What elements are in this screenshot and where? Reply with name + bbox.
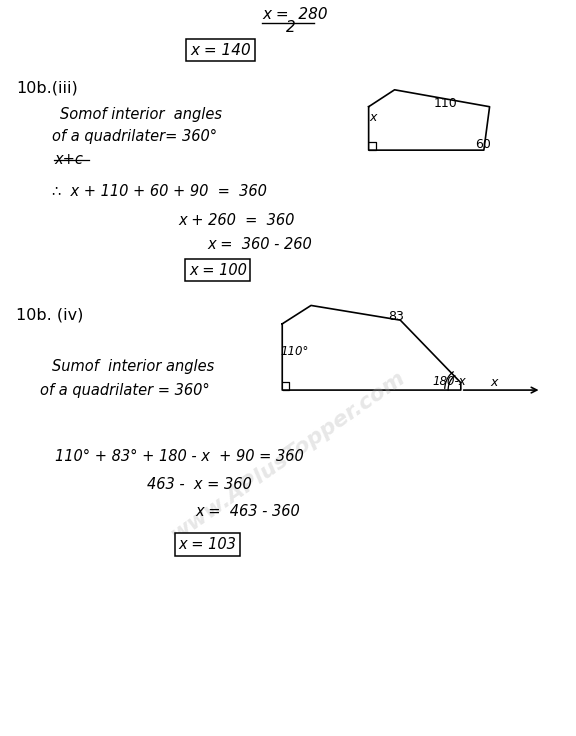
Text: 110° + 83° + 180 - x  + 90 = 360: 110° + 83° + 180 - x + 90 = 360 (55, 449, 304, 464)
Text: x = 103: x = 103 (179, 537, 236, 552)
Text: 60: 60 (475, 138, 491, 151)
Text: 180-x: 180-x (433, 375, 466, 388)
Text: Sumof  interior angles: Sumof interior angles (52, 359, 214, 374)
Text: of a quadrilater= 360°: of a quadrilater= 360° (52, 129, 217, 144)
Text: x =  463 - 360: x = 463 - 360 (196, 504, 301, 519)
Text: x =  360 - 260: x = 360 - 260 (207, 237, 312, 252)
Text: 110°: 110° (281, 344, 309, 358)
Text: x = 140: x = 140 (190, 43, 251, 57)
Text: x + 260  =  360: x + 260 = 360 (179, 213, 295, 228)
Text: x: x (491, 376, 498, 389)
Text: 83: 83 (388, 310, 404, 323)
Text: 463 -  x = 360: 463 - x = 360 (147, 477, 252, 492)
Text: x = 100: x = 100 (189, 263, 247, 277)
Text: Somof interior  angles: Somof interior angles (60, 107, 222, 121)
Text: x+c: x+c (55, 152, 84, 167)
Text: x =  280: x = 280 (262, 7, 328, 22)
Text: 2: 2 (286, 21, 296, 35)
Text: www.APlusTopper.com: www.APlusTopper.com (167, 367, 409, 545)
Text: 110: 110 (433, 96, 457, 110)
Text: 10b. (iv): 10b. (iv) (16, 308, 84, 322)
Text: ∴  x + 110 + 60 + 90  =  360: ∴ x + 110 + 60 + 90 = 360 (52, 184, 267, 199)
Text: of a quadrilater = 360°: of a quadrilater = 360° (40, 383, 210, 397)
Text: x: x (370, 111, 377, 124)
Text: 10b.(iii): 10b.(iii) (16, 81, 78, 96)
